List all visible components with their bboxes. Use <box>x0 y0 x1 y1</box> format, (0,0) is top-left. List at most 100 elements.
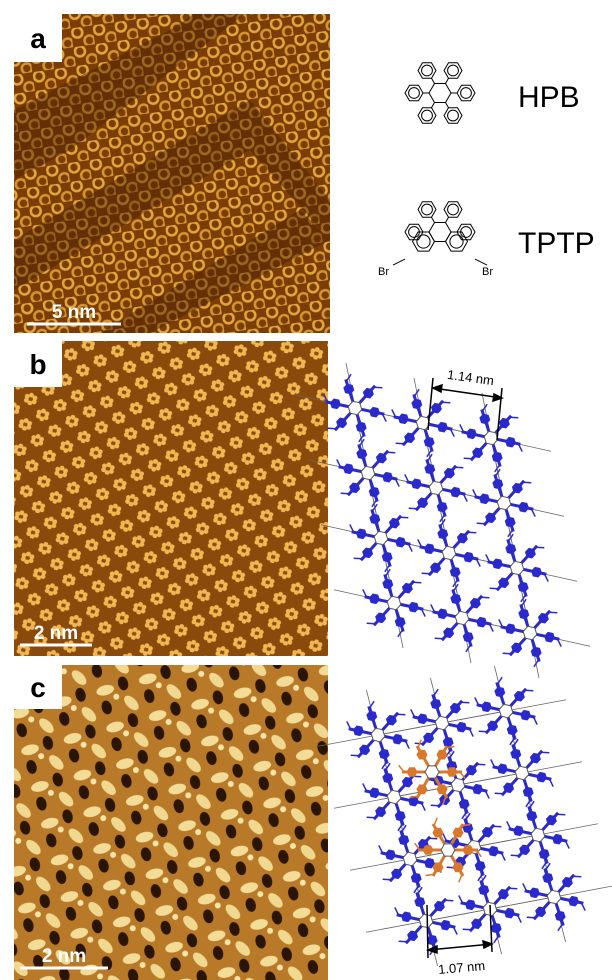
arm-ring <box>411 398 423 410</box>
bond <box>431 217 435 223</box>
arm-ring <box>519 844 531 856</box>
arm-ring <box>436 501 448 513</box>
arm-ring <box>478 493 490 505</box>
arm-ring <box>449 566 461 578</box>
arm-tip <box>391 409 397 418</box>
arm-tip <box>484 790 490 799</box>
arm-tip <box>442 795 447 805</box>
core <box>386 595 402 611</box>
arm-ring <box>432 862 444 873</box>
ring <box>456 84 476 102</box>
arm-tip <box>476 522 486 525</box>
arm-tip <box>433 817 438 827</box>
molecule-model <box>417 518 481 588</box>
arm-ring <box>368 486 380 498</box>
arm-ring <box>498 417 510 429</box>
molecule-model <box>458 874 522 944</box>
arm-ring <box>446 767 458 777</box>
arm-tip <box>544 862 551 871</box>
core <box>454 610 470 626</box>
arm-ring <box>349 482 361 494</box>
arm-tip <box>461 823 471 827</box>
arm-tip <box>368 700 375 709</box>
arm-ring <box>401 582 413 594</box>
arm-ring <box>436 608 448 620</box>
core <box>483 430 499 446</box>
ring <box>443 62 463 79</box>
arm-ring <box>432 827 444 838</box>
arm-ring <box>398 834 410 846</box>
arm-ring <box>426 934 438 946</box>
core <box>530 827 546 843</box>
arm-tip <box>323 394 329 403</box>
arm-tip <box>459 424 465 433</box>
arm-tip <box>526 916 536 919</box>
arm-ring <box>443 627 455 639</box>
arm-tip <box>404 474 410 483</box>
arm-ring <box>485 512 497 524</box>
arm-ring <box>476 616 488 628</box>
arm-ring <box>465 764 477 776</box>
spacing-label: 1.07 nm <box>438 958 486 977</box>
ring <box>417 201 437 218</box>
core <box>498 703 514 719</box>
arm-ring <box>397 413 409 425</box>
arm-tip <box>508 887 518 890</box>
arm-ring <box>568 895 580 907</box>
molecule-model <box>323 373 387 443</box>
arm-tip <box>556 638 562 647</box>
bond <box>431 102 435 108</box>
arm-ring <box>544 631 556 643</box>
arm-ring <box>529 752 541 764</box>
arm-ring <box>382 578 394 590</box>
arm-ring <box>479 413 491 425</box>
arm-tip <box>494 468 501 477</box>
arm-tip <box>493 935 500 944</box>
arm-tip <box>524 689 534 692</box>
arm-ring <box>410 478 422 490</box>
arm-tip <box>485 554 491 563</box>
core <box>402 851 418 867</box>
arm-ring <box>464 899 476 911</box>
stripe-pattern <box>14 14 330 333</box>
arm-ring <box>423 436 435 448</box>
aromatic-circle <box>421 64 433 77</box>
arm-tip <box>381 761 388 770</box>
panel-label: a <box>30 23 46 54</box>
arm-ring <box>488 845 500 857</box>
arm-tip <box>462 493 468 502</box>
arm-ring <box>368 787 380 799</box>
arm-tip <box>340 492 350 495</box>
arm-ring <box>504 623 516 635</box>
arm-tip <box>327 427 337 430</box>
arm-tip <box>494 464 501 473</box>
arm-tip <box>525 799 532 808</box>
arm-ring <box>537 612 549 624</box>
arm-ring <box>465 428 477 440</box>
arm-tip <box>398 940 408 943</box>
arm-ring <box>530 646 542 658</box>
arm-tip <box>366 816 376 819</box>
molecule-model <box>404 453 468 523</box>
arm-tip <box>478 730 488 733</box>
aromatic-circle <box>408 87 420 99</box>
arm-tip <box>465 644 472 653</box>
arm-ring <box>480 701 492 713</box>
arm-tip <box>396 713 406 716</box>
arm-tip <box>434 637 444 640</box>
arm-tip <box>533 659 540 668</box>
arm-tip <box>445 745 455 749</box>
arm-tip <box>510 854 520 857</box>
arm-tip <box>467 531 477 534</box>
core <box>450 777 466 793</box>
arm-tip <box>548 611 558 614</box>
core <box>347 400 363 416</box>
arm-ring <box>391 868 403 880</box>
arm-tip <box>350 754 360 757</box>
structures <box>392 62 488 266</box>
molecule-model <box>459 403 523 473</box>
molecule-model <box>349 503 413 573</box>
core <box>415 415 431 431</box>
molecule-model <box>472 468 536 538</box>
